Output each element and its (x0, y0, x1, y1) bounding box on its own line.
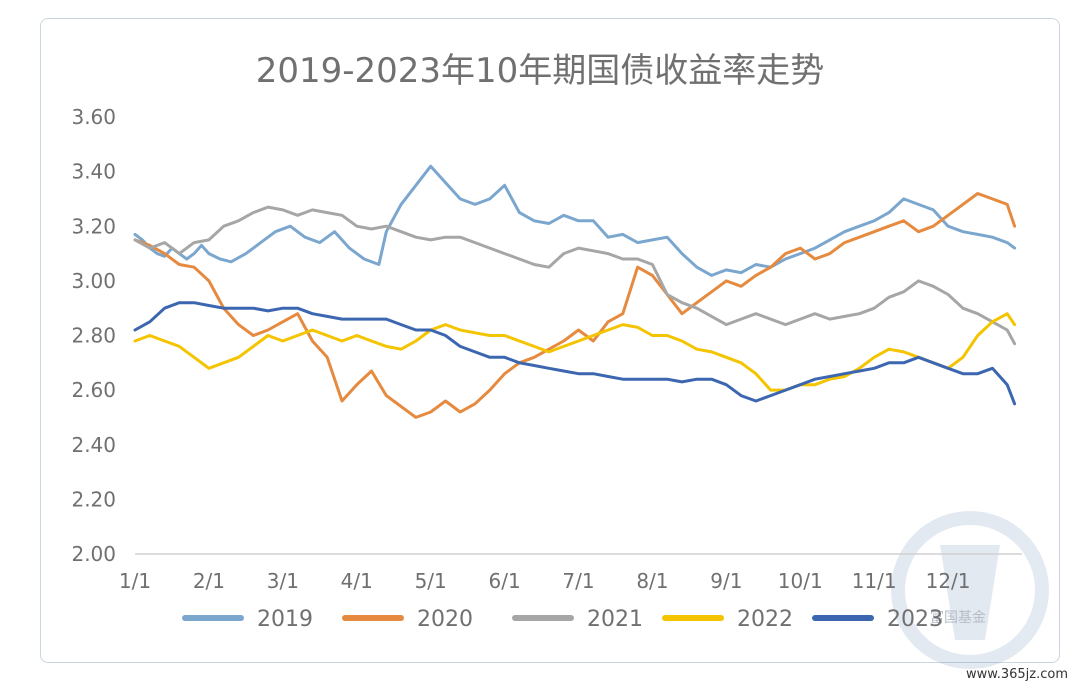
y-tick-label: 2.40 (71, 433, 116, 457)
y-tick-label: 3.40 (71, 160, 116, 184)
x-tick-label: 9/1 (710, 569, 742, 593)
x-axis: 1/1 2/1 3/1 4/1 5/1 6/1 7/1 8/1 9/1 10/1 11/1 12/1 (119, 553, 1022, 593)
legend-label-2020: 2020 (417, 607, 473, 632)
x-tick-label: 4/1 (341, 569, 373, 593)
watermark-brand-text: 富国基金 (930, 609, 986, 626)
x-tick-label: 10/1 (778, 569, 823, 593)
watermark-logo (891, 511, 1049, 669)
x-tick-label: 8/1 (636, 569, 668, 593)
legend-label-2019: 2019 (257, 607, 313, 632)
x-tick-label: 12/1 (926, 569, 971, 593)
x-tick-label: 5/1 (415, 569, 447, 593)
watermark-site-text: www.365jz.com (966, 667, 1068, 682)
series-line-2021 (133, 205, 1017, 346)
legend: 2019 2020 2021 2022 2023 (182, 607, 943, 632)
series-line-2020 (133, 192, 1017, 419)
legend-label-2022: 2022 (737, 607, 793, 632)
x-tick-label: 11/1 (852, 569, 897, 593)
y-tick-label: 2.80 (71, 324, 116, 348)
series-line-2019 (133, 164, 1017, 277)
legend-label-2021: 2021 (587, 607, 643, 632)
y-tick-label: 3.60 (71, 105, 116, 129)
y-tick-label: 2.20 (71, 487, 116, 511)
y-tick-label: 2.60 (71, 378, 116, 402)
y-tick-label: 2.00 (71, 542, 116, 566)
x-tick-label: 3/1 (267, 569, 299, 593)
watermark-emblem (940, 545, 1000, 640)
chart-card (40, 18, 1060, 663)
series-group (133, 164, 1017, 419)
x-tick-label: 1/1 (119, 569, 151, 593)
series-line-2022 (133, 312, 1017, 392)
series-line-2023 (133, 301, 1017, 406)
legend-label-2023: 2023 (887, 607, 943, 632)
y-axis: 2.00 2.20 2.40 2.60 2.80 3.00 3.20 3.40 3.60 (71, 105, 116, 566)
watermark-ring (891, 511, 1049, 669)
y-tick-label: 3.20 (71, 214, 116, 238)
x-tick-label: 6/1 (488, 569, 520, 593)
y-tick-label: 3.00 (71, 269, 116, 293)
chart-title: 2019-2023年10年期国债收益率走势 (256, 51, 825, 91)
x-tick-label: 2/1 (193, 569, 225, 593)
x-tick-label: 7/1 (562, 569, 594, 593)
